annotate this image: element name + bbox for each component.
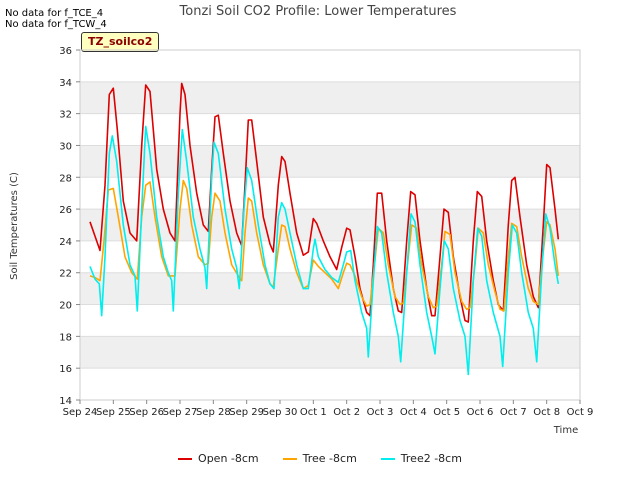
y-tick-label: 34 bbox=[59, 78, 72, 89]
legend-label: Tree -8cm bbox=[302, 452, 357, 465]
y-tick-label: 28 bbox=[59, 173, 72, 184]
y-tick-label: 24 bbox=[59, 237, 72, 248]
x-tick-label: Sep 30 bbox=[263, 407, 298, 418]
y-axis-ticks: 14 16 18 20 22 24 26 28 30 32 34 36 bbox=[59, 46, 80, 407]
legend-swatch bbox=[282, 457, 297, 460]
x-tick-label: Sep 27 bbox=[163, 407, 198, 418]
x-tick-label: Sep 26 bbox=[129, 407, 164, 418]
x-tick-label: Oct 6 bbox=[467, 407, 494, 418]
y-tick-label: 32 bbox=[59, 110, 72, 121]
y-tick-label: 22 bbox=[59, 269, 72, 280]
x-tick-label: Sep 29 bbox=[229, 407, 264, 418]
legend-item-2: Tree2 -8cm bbox=[380, 452, 462, 465]
x-tick-label: Sep 25 bbox=[96, 407, 131, 418]
x-tick-label: Oct 1 bbox=[300, 407, 327, 418]
y-tick-label: 26 bbox=[59, 205, 72, 216]
background-band bbox=[80, 336, 580, 369]
y-axis-title: Soil Temperatures (C) bbox=[9, 172, 20, 280]
legend-item-1: Tree -8cm bbox=[282, 452, 357, 465]
x-tick-label: Oct 5 bbox=[433, 407, 460, 418]
x-tick-label: Oct 8 bbox=[533, 407, 560, 418]
y-tick-label: 36 bbox=[59, 46, 72, 57]
background-band bbox=[80, 81, 580, 114]
chart-legend: Open -8cm Tree -8cm Tree2 -8cm bbox=[0, 452, 640, 465]
x-tick-label: Oct 3 bbox=[367, 407, 394, 418]
no-data-note-2: No data for f_TCW_4 bbox=[5, 19, 107, 30]
x-axis-title: Time bbox=[553, 425, 578, 436]
x-tick-label: Sep 28 bbox=[196, 407, 231, 418]
legend-label: Open -8cm bbox=[198, 452, 259, 465]
series-line-0 bbox=[89, 82, 560, 323]
no-data-note-1: No data for f_TCE_4 bbox=[5, 8, 104, 19]
x-tick-label: Oct 7 bbox=[500, 407, 527, 418]
series-line-2 bbox=[89, 125, 560, 376]
background-band bbox=[80, 209, 580, 241]
legend-swatch bbox=[178, 457, 193, 460]
series-lines bbox=[89, 82, 560, 376]
x-tick-label: Oct 4 bbox=[400, 407, 427, 418]
legend-swatch bbox=[380, 457, 395, 460]
x-tick-label: Oct 2 bbox=[333, 407, 360, 418]
y-tick-label: 14 bbox=[59, 396, 72, 407]
gridlines bbox=[80, 49, 580, 401]
y-tick-label: 18 bbox=[59, 332, 72, 343]
y-tick-label: 16 bbox=[59, 364, 72, 375]
x-tick-label: Sep 24 bbox=[63, 407, 98, 418]
legend-label: Tree2 -8cm bbox=[400, 452, 462, 465]
y-tick-label: 20 bbox=[59, 301, 72, 312]
chart-title: Tonzi Soil CO2 Profile: Lower Temperatur… bbox=[179, 4, 457, 19]
site-label-badge: TZ_soilco2 bbox=[81, 32, 160, 52]
plot-area-frame bbox=[79, 49, 581, 401]
background-band bbox=[80, 145, 580, 178]
y-tick-label: 30 bbox=[59, 141, 72, 152]
legend-item-0: Open -8cm bbox=[178, 452, 259, 465]
x-tick-label: Oct 9 bbox=[567, 407, 594, 418]
